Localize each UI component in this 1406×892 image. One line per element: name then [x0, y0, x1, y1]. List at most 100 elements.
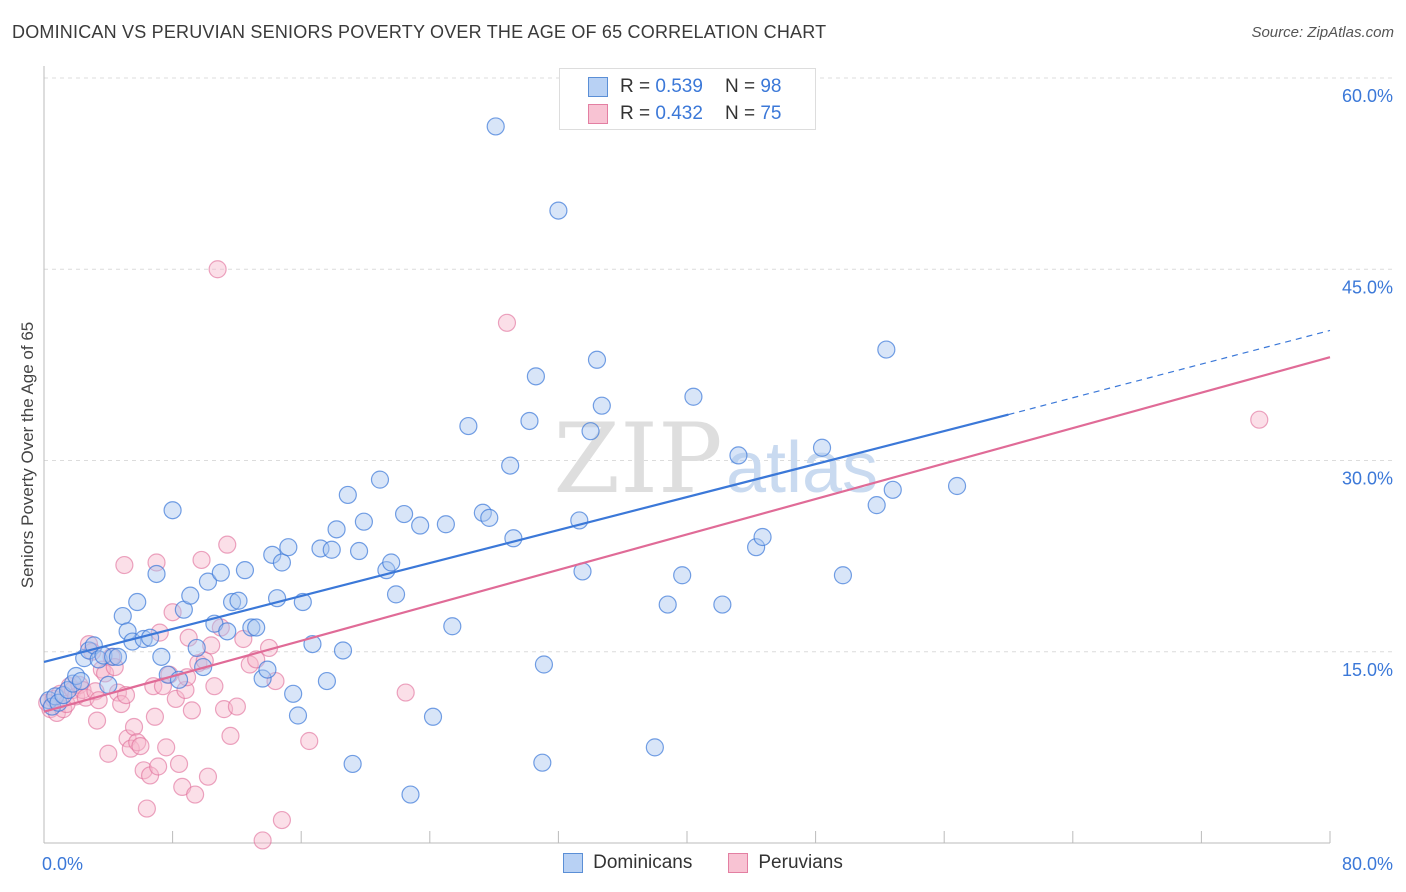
dominicans-point: [247, 618, 266, 637]
dominicans-swatch: [588, 77, 608, 97]
peruvians-point: [300, 731, 319, 751]
correlation-legend: R = 0.539 N = 98 R = 0.432 N = 75: [559, 68, 816, 130]
dominicans-point: [370, 470, 390, 489]
dominicans-point: [99, 675, 118, 695]
peruvians-point: [497, 313, 517, 332]
dominicans-point: [333, 641, 353, 660]
dominicans-point: [947, 476, 967, 496]
peruvians-point: [115, 555, 134, 575]
peruvians-point: [163, 603, 182, 622]
peruvians-point: [202, 636, 221, 655]
source-label: Source: ZipAtlas.com: [1251, 24, 1394, 41]
dominicans-point: [222, 592, 242, 612]
dominicans-r-value: 0.539: [655, 76, 703, 97]
peruvians-point: [131, 736, 150, 756]
x-tick-label-min: 0.0%: [42, 854, 83, 874]
y-tick-label: 60.0%: [1342, 86, 1393, 106]
dominicans-point: [235, 561, 255, 580]
dominicans-point: [411, 516, 430, 535]
peruvians-points: [38, 260, 1269, 850]
dominicans-point: [338, 485, 357, 505]
dominicans-point: [747, 538, 766, 557]
dominicans-point: [242, 618, 261, 637]
dominicans-point: [480, 508, 499, 527]
dominicans-point: [549, 201, 568, 220]
dominicans-point: [187, 638, 206, 658]
dominicans-point: [322, 540, 341, 559]
dominicans-point: [443, 617, 462, 636]
dominicans-point: [253, 669, 272, 688]
dominicans-point: [833, 566, 853, 585]
dominicans-point: [713, 595, 732, 614]
peruvians-point: [396, 683, 415, 702]
dominicans-point: [327, 520, 346, 539]
dominicans-point: [533, 753, 552, 772]
y-axis-title: Seniors Poverty Over the Age of 65: [18, 321, 37, 589]
dominicans-point: [279, 538, 298, 557]
dominicans-point: [877, 340, 896, 359]
dominicans-point: [401, 785, 420, 804]
peruvians-point: [253, 831, 272, 850]
dominicans-point: [645, 738, 664, 757]
peruvians-point: [112, 694, 131, 714]
peruvians-point: [192, 550, 211, 570]
peruvians-point: [1250, 410, 1269, 429]
dominicans-n-label: N =: [724, 76, 756, 97]
dominicans-point: [152, 647, 171, 666]
peruvians-point: [87, 711, 107, 730]
watermark-zip: ZIP: [553, 403, 722, 515]
peruvians-point: [227, 697, 246, 716]
dominicans-point: [163, 501, 182, 520]
dominicans-point: [211, 563, 230, 582]
dominicans-point: [140, 628, 160, 647]
x-tick-label-max: 80.0%: [1342, 854, 1393, 874]
dominicans-point: [218, 622, 237, 641]
y-tick-label: 30.0%: [1342, 469, 1393, 489]
peruvians-trend-line: [43, 356, 1331, 713]
legend-row-peruvians: R = 0.432 N = 75: [588, 102, 781, 126]
tick-labels: 15.0% 30.0% 45.0% 60.0% 0.0% 80.0%: [42, 86, 1393, 874]
dominicans-legend-label: Dominicans: [593, 852, 693, 873]
dominicans-point: [67, 666, 86, 686]
dominicans-point: [753, 527, 772, 547]
dominicans-legend-swatch: [563, 853, 584, 873]
peruvians-n-value: 75: [760, 103, 782, 124]
watermark: ZIP atlas: [553, 403, 878, 515]
dominicans-point: [729, 446, 748, 465]
dominicans-point: [423, 707, 443, 726]
dominicans-point: [812, 438, 832, 457]
dominicans-point: [128, 592, 147, 612]
dominicans-point: [883, 480, 902, 499]
peruvians-point: [205, 677, 224, 696]
dominicans-point: [587, 350, 607, 369]
dominicans-point: [459, 416, 478, 436]
peruvians-point: [145, 707, 165, 726]
dominicans-point: [501, 456, 520, 475]
dominicans-point: [581, 422, 600, 441]
dominicans-point: [71, 671, 91, 691]
peruvians-point: [153, 677, 173, 696]
peruvians-point: [137, 799, 156, 818]
dominicans-point: [486, 117, 505, 136]
peruvians-point: [186, 785, 205, 804]
dominicans-point: [317, 671, 337, 691]
dominicans-point: [526, 367, 545, 386]
dominicans-point: [436, 515, 455, 534]
dominicans-point: [104, 647, 123, 666]
dominicans-point: [534, 655, 554, 674]
dominicans-point: [181, 586, 200, 605]
dominicans-point: [229, 591, 248, 610]
dominicans-point: [198, 572, 218, 591]
dominicans-point: [382, 553, 401, 572]
dominicans-point: [658, 595, 677, 614]
dominicans-point: [673, 566, 692, 585]
dominicans-point: [108, 647, 128, 666]
peruvians-r-value: 0.432: [655, 103, 703, 124]
dominicans-point: [258, 660, 277, 679]
dominicans-point: [113, 606, 132, 626]
dominicans-point: [520, 411, 539, 431]
dominicans-point: [147, 564, 166, 584]
dominicans-point: [867, 496, 886, 515]
dominicans-point: [343, 754, 362, 774]
peruvians-point: [169, 754, 189, 774]
